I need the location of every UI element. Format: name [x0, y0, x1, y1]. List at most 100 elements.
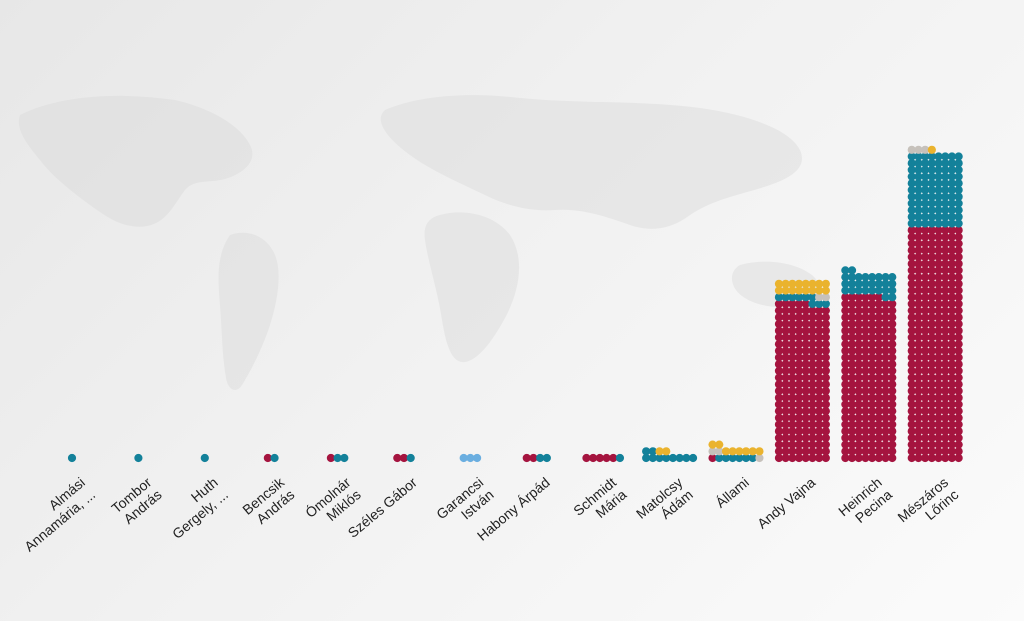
dot-teal	[941, 192, 950, 201]
dot-crimson	[781, 366, 790, 375]
dot-crimson	[907, 232, 916, 241]
dot-column	[522, 453, 551, 463]
dot-gold	[721, 447, 731, 456]
dot-teal	[675, 453, 684, 463]
dot-crimson	[794, 326, 804, 335]
dot-crimson	[781, 413, 790, 422]
dot-crimson	[947, 453, 957, 463]
dot-teal	[934, 185, 943, 195]
dot-crimson	[841, 453, 850, 463]
dot-crimson	[914, 366, 923, 375]
dot-crimson	[934, 427, 943, 436]
dot-crimson	[907, 427, 916, 436]
dot-crimson	[847, 366, 857, 375]
dot-crimson	[941, 259, 950, 268]
dot-teal	[881, 279, 890, 288]
dot-crimson	[927, 373, 936, 382]
dot-crimson	[874, 353, 883, 362]
dot-teal	[847, 266, 857, 275]
dot-crimson	[794, 413, 804, 422]
dot-teal	[934, 159, 943, 168]
dot-teal	[874, 286, 883, 295]
dot-teal	[542, 453, 551, 463]
dot-crimson	[881, 346, 890, 355]
dot-crimson	[914, 353, 923, 362]
dot-gray	[708, 447, 717, 456]
dot-crimson	[881, 400, 890, 409]
dot-teal	[881, 273, 890, 282]
dot-crimson	[874, 386, 883, 396]
dot-gold	[735, 447, 744, 456]
dot-crimson	[788, 319, 797, 329]
dot-crimson	[921, 373, 930, 382]
dot-crimson	[874, 427, 883, 436]
dot-crimson	[595, 453, 604, 463]
dot-crimson	[868, 400, 877, 409]
dot-crimson	[954, 266, 963, 275]
dot-crimson	[921, 366, 930, 375]
dot-teal	[406, 453, 415, 463]
dot-crimson	[854, 453, 863, 463]
dot-crimson	[927, 440, 936, 449]
dot-crimson	[821, 427, 830, 436]
dot-crimson	[781, 326, 790, 335]
dot-gold	[927, 145, 936, 154]
dot-teal	[921, 185, 930, 195]
dot-crimson	[854, 380, 863, 389]
dot-teal	[662, 453, 671, 463]
dot-teal	[888, 293, 897, 302]
dot-teal	[914, 192, 923, 201]
dot-crimson	[801, 353, 810, 362]
dot-crimson	[927, 386, 936, 396]
dot-crimson	[914, 226, 923, 235]
dot-crimson	[954, 299, 963, 308]
dot-crimson	[954, 407, 963, 416]
dot-crimson	[921, 427, 930, 436]
dot-crimson	[847, 420, 857, 429]
dot-crimson	[774, 433, 784, 442]
dot-crimson	[914, 326, 923, 335]
dot-crimson	[801, 433, 810, 442]
dot-crimson	[934, 386, 943, 396]
dot-crimson	[914, 360, 923, 369]
dot-crimson	[847, 373, 857, 382]
dot-crimson	[774, 400, 784, 409]
dot-crimson	[927, 433, 936, 442]
dot-crimson	[888, 427, 897, 436]
dot-crimson	[781, 353, 790, 362]
dot-teal	[682, 453, 691, 463]
dot-gold	[801, 286, 810, 295]
dot-teal	[907, 159, 916, 168]
dot-teal	[907, 206, 916, 215]
dot-crimson	[854, 313, 863, 322]
dot-crimson	[927, 413, 936, 422]
dot-teal	[947, 199, 957, 208]
dot-crimson	[861, 420, 870, 429]
dot-gray	[914, 145, 923, 154]
dot-crimson	[921, 313, 930, 322]
dot-crimson	[947, 286, 957, 295]
dot-crimson	[954, 413, 963, 422]
dot-gold	[808, 286, 817, 295]
dot-crimson	[861, 340, 870, 349]
dot-crimson	[801, 453, 810, 463]
dot-teal	[333, 453, 342, 463]
dot-teal	[748, 453, 757, 463]
dot-teal	[907, 172, 916, 181]
dot-crimson	[868, 353, 877, 362]
dot-lightblue	[459, 453, 468, 463]
dot-crimson	[934, 393, 943, 402]
dot-crimson	[934, 259, 943, 268]
dot-teal	[788, 293, 797, 302]
dot-crimson	[921, 299, 930, 308]
dot-teal	[927, 159, 936, 168]
dot-crimson	[927, 326, 936, 335]
dot-teal	[270, 453, 279, 463]
tick-label: SchmidtMária	[570, 474, 629, 531]
dot-crimson	[941, 279, 950, 288]
dot-crimson	[934, 252, 943, 262]
dot-crimson	[934, 380, 943, 389]
dot-crimson	[781, 433, 790, 442]
dot-crimson	[907, 293, 916, 302]
